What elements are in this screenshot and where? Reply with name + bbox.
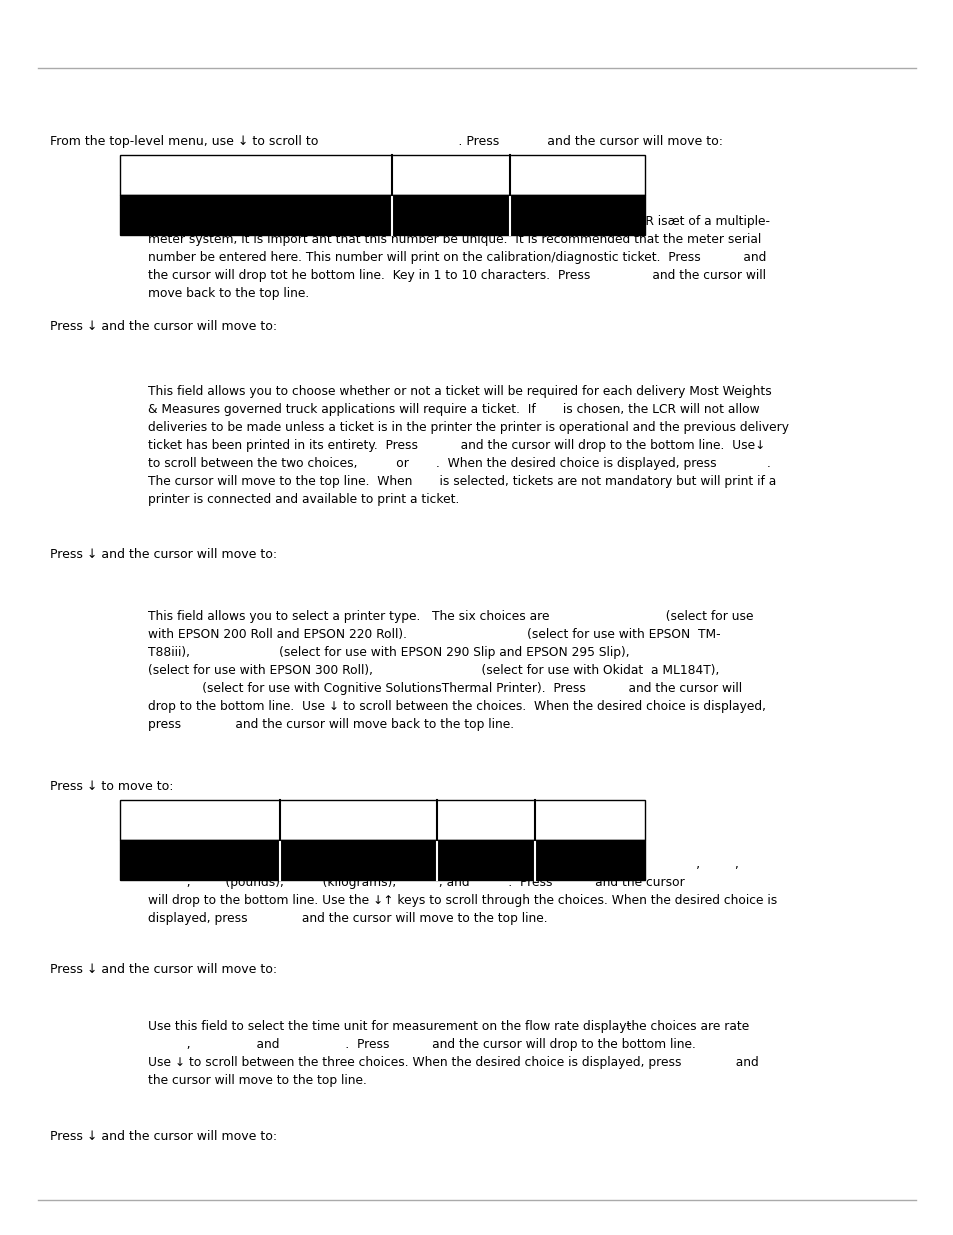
Text: Press ↓ and the cursor will move to:: Press ↓ and the cursor will move to:	[50, 963, 276, 976]
Text: This field allows you to select a printer type.   The six choices are           : This field allows you to select a printe…	[148, 610, 753, 622]
Text: move back to the top line.: move back to the top line.	[148, 287, 309, 300]
Text: displayed, press              and the cursor will move to the top line.: displayed, press and the cursor will mov…	[148, 911, 547, 925]
Text: T88iii),                       (select for use with EPSON 290 Slip and EPSON 295: T88iii), (select for use with EPSON 290 …	[148, 646, 629, 659]
Text: the cursor will move to the top line.: the cursor will move to the top line.	[148, 1074, 367, 1087]
Bar	[120, 195, 644, 235]
Text: the cursor will drop tot he bottom line.  Key in 1 to 10 characters.  Press     : the cursor will drop tot he bottom line.…	[148, 269, 765, 282]
Bar	[120, 800, 644, 840]
Text: Use ↓ to scroll between the three choices. When the desired choice is displayed,: Use ↓ to scroll between the three choice…	[148, 1056, 758, 1070]
Text: Press ↓ to move to:: Press ↓ to move to:	[50, 781, 173, 793]
Text: Press ↓ and the cursor will move to:: Press ↓ and the cursor will move to:	[50, 1130, 276, 1144]
Text: This field allows you to choose whether or not a ticket will be required for eac: This field allows you to choose whether …	[148, 385, 771, 398]
Text: & Measures governed truck applications will require a ticket.  If       is chose: & Measures governed truck applications w…	[148, 403, 759, 416]
Text: press              and the cursor will move back to the top line.: press and the cursor will move back to t…	[148, 718, 514, 731]
Text: number be entered here. This number will print on the calibration/diagnostic tic: number be entered here. This number will…	[148, 251, 765, 264]
Text: Press ↓ and the cursor will move to:: Press ↓ and the cursor will move to:	[50, 320, 276, 333]
Text: This field is used to choose the unit  s of flow measurement.   The choices are : This field is used to choose the unit s …	[148, 858, 739, 871]
Text: (select for use with Cognitive SolutionsThermal Printer).  Press           and t: (select for use with Cognitive Solutions…	[148, 682, 741, 695]
Text: Use this field to select the time unit for measurement on the flow rate displayŧ: Use this field to select the time unit f…	[148, 1020, 748, 1032]
Text: From the top-level menu, use ↓ to scroll to                                   . : From the top-level menu, use ↓ to scroll…	[50, 135, 722, 148]
Bar	[120, 156, 644, 195]
Text: meter system, it is import ant that this number be unique.  It is recommended th: meter system, it is import ant that this…	[148, 233, 760, 246]
Text: ticket has been printed in its entirety.  Press           and the cursor will dr: ticket has been printed in its entirety.…	[148, 438, 764, 452]
Text: (select for use with EPSON 300 Roll),                            (select for use: (select for use with EPSON 300 Roll), (s…	[148, 664, 719, 677]
Text: The cursor will move to the top line.  When       is selected, tickets are not m: The cursor will move to the top line. Wh…	[148, 475, 776, 488]
Text: This number allows you to uniquely identify an LCR/Meter combination.  If the LC: This number allows you to uniquely ident…	[148, 215, 769, 228]
Text: ,                 and                 .  Press           and the cursor will dro: , and . Press and the cursor will dro	[148, 1037, 695, 1051]
Text: printer is connected and available to print a ticket.: printer is connected and available to pr…	[148, 493, 459, 506]
Text: drop to the bottom line.  Use ↓ to scroll between the choices.  When the desired: drop to the bottom line. Use ↓ to scroll…	[148, 700, 765, 713]
Text: Press ↓ and the cursor will move to:: Press ↓ and the cursor will move to:	[50, 548, 276, 561]
Bar	[120, 840, 644, 881]
Text: deliveries to be made unless a ticket is in the printer the printer is operation: deliveries to be made unless a ticket is…	[148, 421, 788, 433]
Text: to scroll between the two choices,          or       .  When the desired choice : to scroll between the two choices, or . …	[148, 457, 770, 471]
Text: ,         (pounds),          (kilograms),           , and          .  Press     : , (pounds), (kilograms), , and . Press	[148, 876, 684, 889]
Text: with EPSON 200 Roll and EPSON 220 Roll).                               (select f: with EPSON 200 Roll and EPSON 220 Roll).…	[148, 629, 720, 641]
Text: will drop to the bottom line. Use the ↓↑ keys to scroll through the choices. Whe: will drop to the bottom line. Use the ↓↑…	[148, 894, 777, 906]
